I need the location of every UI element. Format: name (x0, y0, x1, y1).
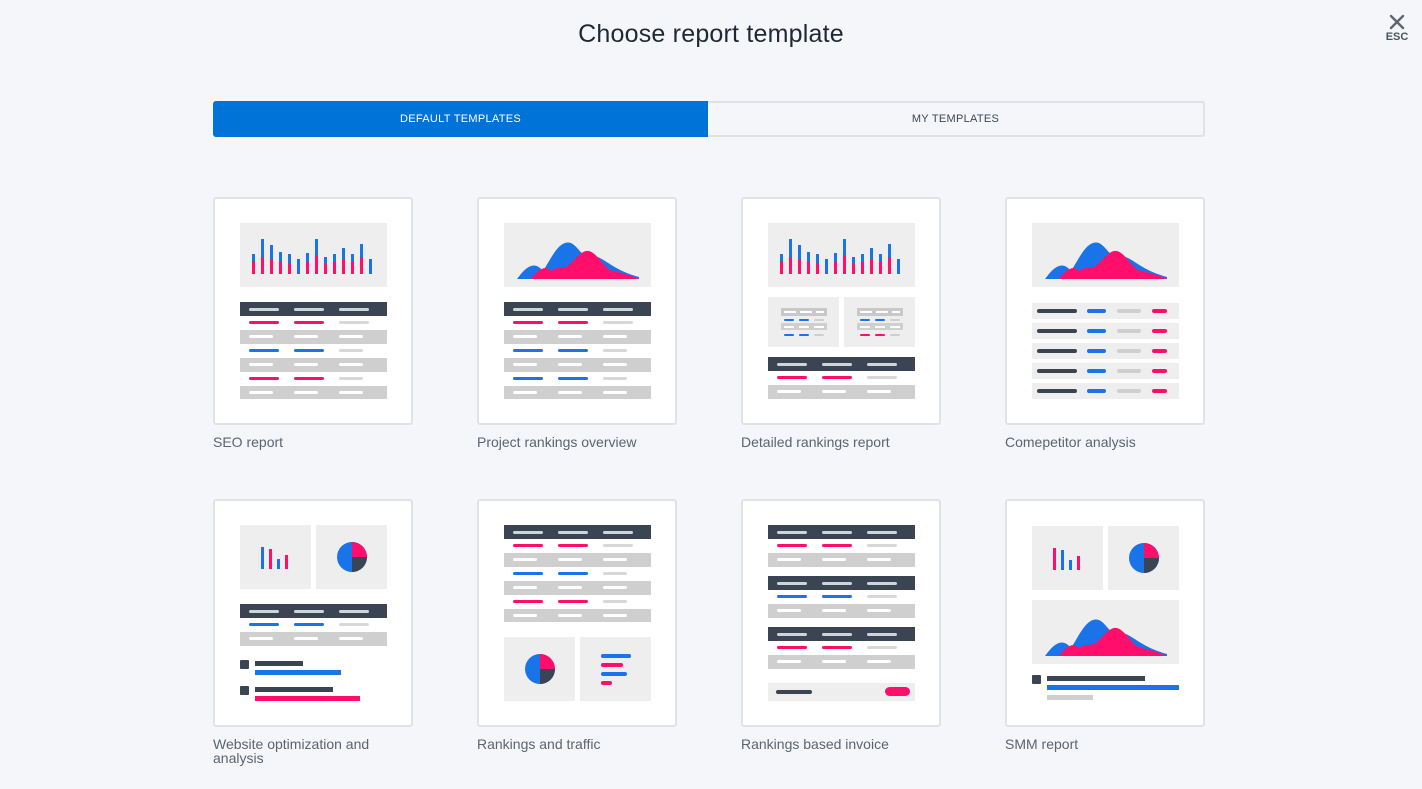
pie-illustration (337, 542, 367, 572)
template-thumbnail (741, 197, 941, 425)
template-card-rankings-based-invoice[interactable]: Rankings based invoice (741, 499, 941, 751)
rows-illustration (1032, 303, 1179, 399)
pie-illustration (525, 654, 555, 684)
template-card-competitor-analysis[interactable]: Comepetitor analysis (1005, 197, 1205, 449)
table-illustration (768, 576, 915, 618)
mini-bar-illustration (261, 547, 288, 569)
template-thumbnail (477, 499, 677, 727)
template-tabs: DEFAULT TEMPLATES MY TEMPLATES (213, 101, 1205, 137)
bar-chart-illustration (780, 239, 900, 274)
table-illustration (768, 627, 915, 669)
area-chart-illustration (517, 242, 639, 279)
table-illustration (240, 604, 387, 646)
template-thumbnail (477, 197, 677, 425)
list-illustration (1032, 675, 1179, 700)
template-label: Comepetitor analysis (1005, 434, 1136, 450)
template-thumbnail (213, 499, 413, 727)
tab-my-templates[interactable]: MY TEMPLATES (708, 101, 1205, 137)
template-label: Rankings and traffic (477, 736, 601, 752)
template-label: Website optimization and analysis (213, 736, 370, 766)
template-label: Rankings based invoice (741, 736, 889, 752)
template-label: Project rankings overview (477, 434, 637, 450)
template-thumbnail (1005, 197, 1205, 425)
area-chart-illustration (1045, 242, 1167, 279)
template-card-smm-report[interactable]: SMM report (1005, 499, 1205, 751)
template-label: SEO report (213, 434, 284, 450)
template-card-project-rankings-overview[interactable]: Project rankings overview (477, 197, 677, 449)
template-label: Detailed rankings report (741, 434, 890, 450)
page-title: Choose report template (578, 20, 844, 48)
close-icon (1389, 14, 1405, 30)
area-chart-illustration (1045, 619, 1167, 656)
table-illustration (504, 302, 651, 399)
template-thumbnail (213, 197, 413, 425)
table-illustration (768, 525, 915, 567)
template-card-detailed-rankings-report[interactable]: Detailed rankings report (741, 197, 941, 449)
table-illustration (768, 357, 915, 399)
table-illustration (504, 525, 651, 622)
tab-default-templates[interactable]: DEFAULT TEMPLATES (213, 101, 708, 137)
mini-bar-illustration (1053, 548, 1080, 570)
hbar-illustration (601, 654, 631, 685)
total-row-illustration (768, 683, 915, 701)
template-thumbnail (741, 499, 941, 727)
table-illustration (240, 302, 387, 399)
close-esc-label: ESC (1385, 31, 1409, 43)
template-thumbnail (1005, 499, 1205, 727)
bar-chart-illustration (252, 239, 372, 274)
pie-illustration (1129, 543, 1159, 573)
template-card-website-optimization[interactable]: Website optimization and analysis (213, 499, 413, 765)
mini-tables-illustration (768, 297, 915, 347)
close-button[interactable]: ESC (1382, 14, 1412, 43)
template-card-rankings-and-traffic[interactable]: Rankings and traffic (477, 499, 677, 751)
list-illustration (240, 660, 360, 701)
template-label: SMM report (1005, 736, 1079, 752)
template-card-seo-report[interactable]: SEO report (213, 197, 413, 449)
